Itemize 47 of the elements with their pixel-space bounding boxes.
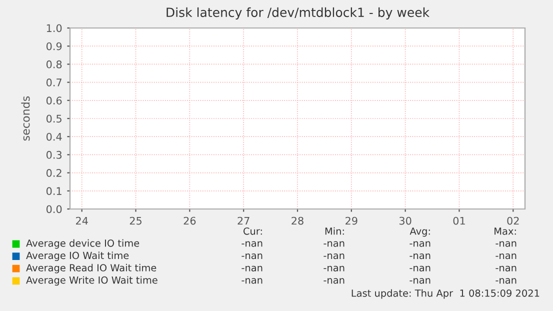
- x-tick-label: 24: [76, 216, 88, 225]
- y-tick-label: 0.8: [46, 60, 62, 68]
- y-tick-label: 1.0: [46, 24, 62, 32]
- x-tick-label: 26: [184, 216, 196, 225]
- text: -nan: [242, 266, 262, 272]
- y-tick-label: 0.4: [46, 132, 62, 141]
- x-tick-label: 25: [130, 216, 142, 225]
- text: Min:: [325, 227, 344, 235]
- y-tick-label: 0.1: [46, 187, 62, 196]
- legend-label: Average Read IO Wait time: [26, 264, 156, 274]
- text: -nan: [410, 278, 430, 284]
- text: -nan: [496, 241, 516, 247]
- text: Last update: Thu Apr 1 08:15:09 2021: [352, 289, 540, 299]
- y-tick-label: 0.7: [46, 78, 62, 86]
- y-tick-label: 0.3: [46, 150, 62, 159]
- text: -nan: [496, 254, 516, 260]
- x-tick-label: 28: [292, 216, 304, 225]
- text: -nan: [410, 266, 430, 272]
- legend-label: Average Write IO Wait time: [26, 276, 158, 286]
- x-tick-label: 27: [238, 216, 250, 225]
- legend-label: Average IO Wait time: [26, 252, 129, 262]
- x-tick-label: 29: [346, 216, 358, 225]
- x-tick-label: 30: [399, 216, 412, 225]
- y-tick-label: 0.9: [46, 42, 62, 50]
- y-tick-label: 0.5: [46, 114, 62, 123]
- text: -nan: [324, 266, 344, 272]
- text: Max:: [494, 228, 516, 235]
- text: Cur:: [243, 227, 262, 235]
- text: -nan: [242, 241, 262, 247]
- text: -nan: [410, 254, 430, 260]
- text: -nan: [410, 241, 430, 247]
- text: -nan: [496, 278, 516, 284]
- y-tick-label: 0.6: [46, 96, 62, 105]
- text: -nan: [324, 254, 344, 260]
- text: -nan: [242, 278, 262, 284]
- x-tick-label: 02: [507, 216, 519, 225]
- legend-label: Average device IO time: [26, 239, 140, 249]
- x-tick-label: 01: [453, 216, 465, 225]
- text: -nan: [324, 278, 344, 284]
- text: Avg:: [410, 228, 430, 237]
- y-axis-title: seconds: [21, 96, 30, 141]
- text: -nan: [324, 241, 344, 247]
- y-tick-label: 0.2: [46, 169, 62, 177]
- text: -nan: [496, 266, 516, 272]
- y-tick-label: 0.0: [46, 205, 62, 214]
- chart-title: Disk latency for /dev/mtdblock1 - by week: [166, 7, 430, 20]
- text: -nan: [242, 254, 262, 260]
